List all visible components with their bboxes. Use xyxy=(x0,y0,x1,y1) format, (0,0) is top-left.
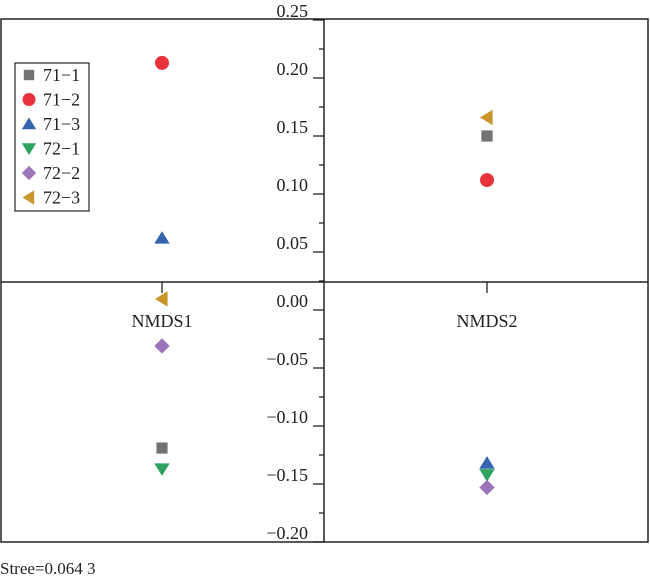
legend-marker-circle-icon xyxy=(22,93,36,106)
data-point-diamond xyxy=(479,479,495,496)
y-tick-label: 0.00 xyxy=(277,291,309,311)
legend-marker-triangle-left-icon xyxy=(22,190,35,205)
y-tick-label: −0.10 xyxy=(266,407,308,427)
data-point-triangle-left xyxy=(480,109,493,126)
legend-label: 72−3 xyxy=(43,188,80,208)
y-tick-label: 0.25 xyxy=(277,1,309,21)
legend-marker-triangle-down-icon xyxy=(21,143,37,155)
legend-label: 72−1 xyxy=(43,139,80,159)
y-tick-label: −0.20 xyxy=(266,523,308,543)
y-tick-label: 0.15 xyxy=(277,117,309,137)
y-tick-label: 0.10 xyxy=(277,175,309,195)
x-category-label: NMDS1 xyxy=(131,311,192,331)
legend-marker-square-icon xyxy=(23,69,35,81)
data-point-circle xyxy=(480,173,494,188)
data-point-square xyxy=(156,442,168,454)
data-point-triangle-up xyxy=(479,456,495,469)
data-point-diamond xyxy=(154,338,170,354)
y-tick-label: 0.05 xyxy=(277,233,309,253)
legend-label: 71−2 xyxy=(43,90,80,110)
data-point-circle xyxy=(155,55,169,70)
legend-marker-triangle-up-icon xyxy=(21,117,37,130)
x-category-label: NMDS2 xyxy=(456,311,517,331)
y-tick-label: 0.20 xyxy=(277,59,309,79)
y-tick-label: −0.15 xyxy=(266,465,308,485)
data-point-triangle-up xyxy=(154,231,170,244)
legend-label: 72−2 xyxy=(43,163,80,183)
legend-marker-diamond-icon xyxy=(21,165,37,181)
legend: 71−1 71−2 71−3 72−1 72−2 72−3 xyxy=(14,62,90,212)
data-point-triangle-down xyxy=(154,463,170,476)
y-tick-label: −0.05 xyxy=(266,349,308,369)
legend-box xyxy=(14,62,90,212)
data-point-triangle-down xyxy=(479,469,495,482)
legend-label: 71−3 xyxy=(43,114,80,134)
data-point-square xyxy=(481,130,493,142)
data-point-triangle-left xyxy=(155,291,168,307)
legend-label: 71−1 xyxy=(43,65,80,85)
stress-annotation: Stree=0.064 3 xyxy=(0,559,96,578)
